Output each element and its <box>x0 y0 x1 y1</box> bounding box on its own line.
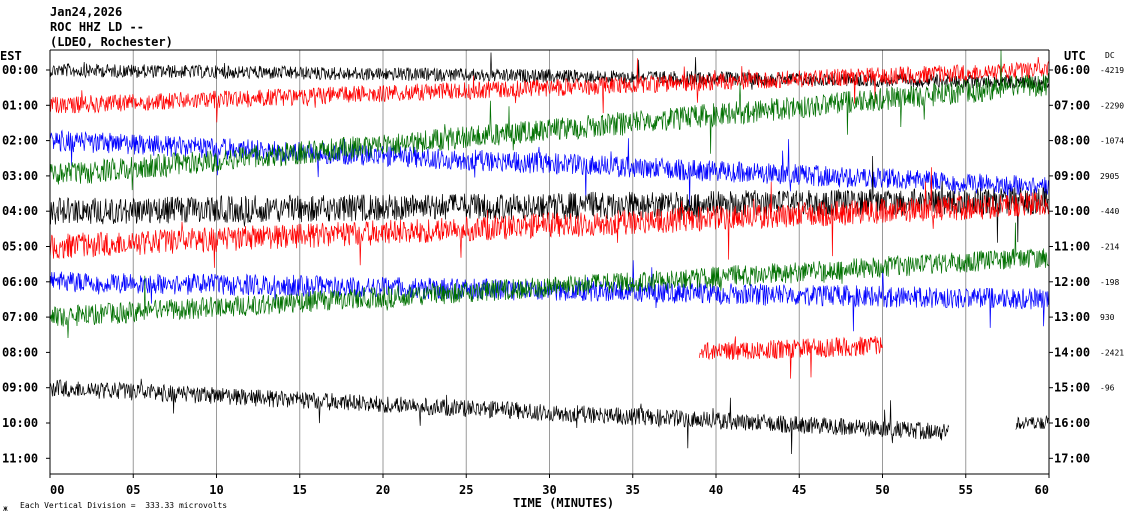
est-tick-label: 00:00 <box>2 63 38 77</box>
est-tick-label: 11:00 <box>2 451 38 465</box>
time-grid <box>132 50 967 474</box>
x-tick-label: 30 <box>542 483 556 497</box>
est-tick-label: 08:00 <box>2 345 38 359</box>
x-tick-label: 25 <box>459 483 473 497</box>
right-axis-title: UTC <box>1064 49 1086 63</box>
dc-offset-label: -4219 <box>1100 66 1124 75</box>
utc-tick-label: 17:00 <box>1054 451 1090 465</box>
dc-offset-label: 2905 <box>1100 172 1119 181</box>
est-tick-label: 07:00 <box>2 310 38 324</box>
x-tick-label: 50 <box>875 483 889 497</box>
x-tick-label: 35 <box>626 483 640 497</box>
trace-0300 <box>49 49 1049 191</box>
trace-0600 <box>49 260 1049 332</box>
axis-labels: 00:00 06:00 -4219 01:00 07:00 -2290 02:00 08:00… <box>2 63 1124 497</box>
trace-0100 <box>49 56 1049 123</box>
est-tick-label: 02:00 <box>2 134 38 148</box>
date-label: Jan24,2026 <box>50 5 123 19</box>
utc-tick-label: 10:00 <box>1054 204 1090 218</box>
utc-tick-label: 14:00 <box>1054 345 1090 359</box>
dc-offset-label: -1074 <box>1100 137 1124 146</box>
x-tick-label: 45 <box>792 483 806 497</box>
est-tick-label: 06:00 <box>2 275 38 289</box>
utc-tick-label: 13:00 <box>1054 310 1090 324</box>
est-tick-label: 05:00 <box>2 240 38 254</box>
utc-tick-label: 16:00 <box>1054 416 1090 430</box>
utc-tick-label: 09:00 <box>1054 169 1090 183</box>
x-tick-label: 20 <box>376 483 390 497</box>
x-axis-title: TIME (MINUTES) <box>513 496 615 510</box>
dc-offset-label: -2421 <box>1100 348 1124 357</box>
est-tick-label: 03:00 <box>2 169 38 183</box>
network-label: (LDEO, Rochester) <box>50 35 173 49</box>
x-tick-label: 05 <box>126 483 140 497</box>
left-axis-title: EST <box>0 49 22 63</box>
station-label: ROC HHZ LD -- <box>50 20 144 34</box>
x-tick-label: 40 <box>709 483 723 497</box>
trace-0500 <box>49 167 1049 268</box>
dc-offset-label: 930 <box>1100 313 1115 322</box>
trace-0700 <box>49 222 1049 339</box>
utc-tick-label: 06:00 <box>1054 63 1090 77</box>
est-tick-label: 10:00 <box>2 416 38 430</box>
est-tick-label: 01:00 <box>2 98 38 112</box>
dc-offset-label: -214 <box>1100 243 1119 252</box>
dc-offset-label: -2290 <box>1100 101 1124 110</box>
trace-0200 <box>49 129 1049 207</box>
utc-tick-label: 08:00 <box>1054 134 1090 148</box>
utc-tick-label: 11:00 <box>1054 240 1090 254</box>
dc-offset-label: -440 <box>1100 207 1119 216</box>
dc-title: DC <box>1105 51 1115 60</box>
x-tick-label: 55 <box>959 483 973 497</box>
trace-1000 <box>1015 414 1049 430</box>
x-tick-label: 00 <box>50 483 64 497</box>
scale-note: Each Vertical Division = 333.33 microvol… <box>20 501 228 510</box>
seismic-traces <box>49 49 1049 455</box>
utc-tick-label: 12:00 <box>1054 275 1090 289</box>
trace-0900 <box>49 378 950 455</box>
trace-0400 <box>49 155 1049 243</box>
x-tick-label: 10 <box>209 483 223 497</box>
dc-offset-label: -96 <box>1100 384 1115 393</box>
x-tick-label: 60 <box>1035 483 1049 497</box>
x-tick-label: 15 <box>293 483 307 497</box>
trace-0800 <box>699 335 883 379</box>
corner-mark: ж <box>3 504 8 513</box>
est-tick-label: 09:00 <box>2 381 38 395</box>
utc-tick-label: 07:00 <box>1054 98 1090 112</box>
utc-tick-label: 15:00 <box>1054 381 1090 395</box>
dc-offset-label: -198 <box>1100 278 1119 287</box>
est-tick-label: 04:00 <box>2 204 38 218</box>
